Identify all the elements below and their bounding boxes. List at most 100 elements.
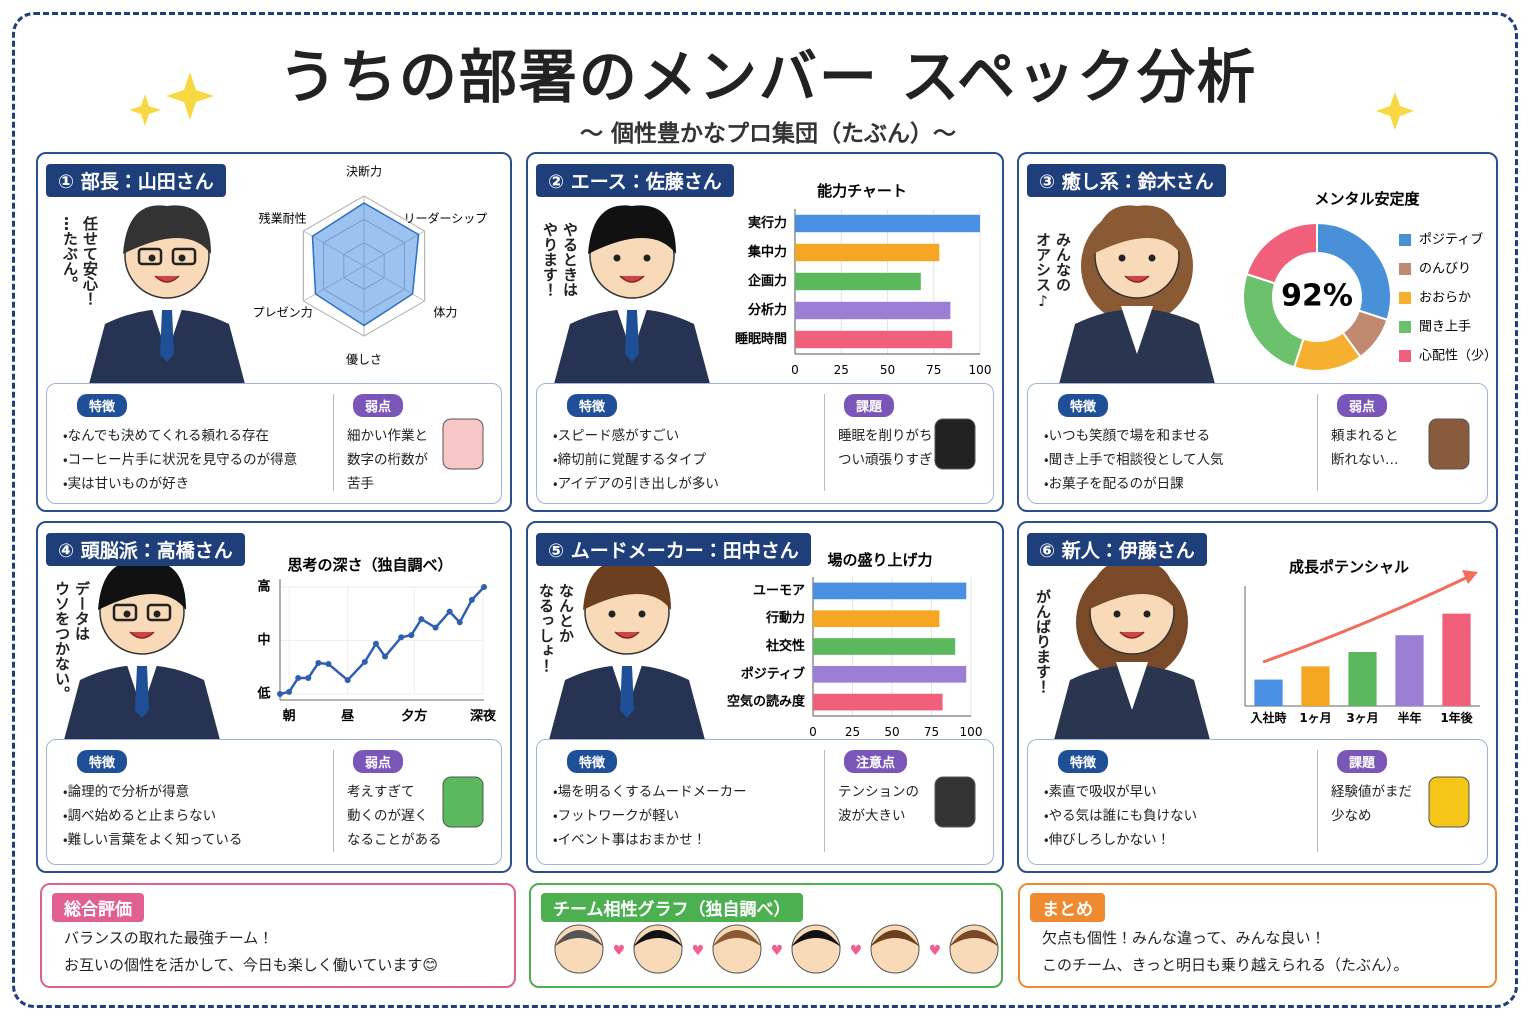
radar-label: リーダーシップ	[404, 211, 488, 226]
feature-label: 特徴	[77, 750, 128, 773]
legend-swatch	[1399, 321, 1411, 333]
chart-title: 成長ポテンシャル	[1289, 558, 1409, 576]
bar	[1395, 635, 1424, 706]
face-hair	[633, 930, 683, 947]
footer-line: このチーム、きっと明日も乗り越えられる（たぶん）。	[1042, 956, 1409, 974]
speech: なんとか なるっしょ！	[536, 583, 576, 673]
y-tick-label: 高	[257, 579, 270, 595]
point	[372, 640, 379, 647]
y-tick-label: 実行力	[748, 215, 787, 231]
info-panel: 特徴 ・場を明るくするムードメーカー ・フットワークが軽い ・イベント事はおまかせ！ 注…	[536, 739, 994, 865]
divider	[333, 750, 334, 852]
badge: ① 部長：山田さん	[46, 164, 226, 197]
note-item: 波が大きい	[838, 808, 906, 824]
x-tick-label: 100	[969, 363, 992, 377]
shirt	[1116, 662, 1148, 710]
speech-line: みんなの	[1054, 232, 1072, 292]
feature-label: 特徴	[1058, 394, 1109, 417]
icon-shape	[934, 776, 976, 828]
heart: ♥	[613, 943, 626, 959]
point	[408, 632, 415, 639]
hair	[588, 205, 676, 254]
legend-swatch	[1399, 263, 1411, 275]
badge: ⑤ ムードメーカー：田中さん	[536, 533, 811, 566]
note-item: 苦手	[347, 476, 374, 492]
point	[305, 674, 312, 681]
y-tick-label: 社交性	[765, 638, 805, 654]
x-tick-label: 25	[845, 725, 860, 739]
eye	[608, 610, 616, 618]
donut-center: 92%	[1281, 279, 1353, 314]
eye	[1113, 610, 1121, 618]
divider	[824, 394, 825, 491]
eye	[1118, 254, 1126, 262]
face-hair	[712, 930, 762, 947]
speech-line: やるときは	[561, 222, 579, 297]
speech-line: なるっしょ！	[537, 583, 555, 673]
icon-shape	[1428, 418, 1470, 469]
tie	[160, 310, 174, 362]
note-item: 動くのが遅く	[347, 808, 428, 824]
trend-arrow	[1262, 574, 1471, 664]
note-item: 頼まれると	[1331, 428, 1399, 444]
x-tick-label: 0	[809, 725, 817, 739]
eye	[638, 610, 646, 618]
y-tick-label: 行動力	[765, 610, 805, 626]
y-tick-label: ポジティブ	[741, 666, 805, 682]
chart-title: 場の盛り上げ力	[827, 551, 932, 569]
point	[277, 691, 283, 697]
hair	[98, 561, 186, 610]
point	[432, 624, 439, 631]
feature-item: ・伸びしろしかない！	[1044, 832, 1171, 848]
feature-item: ・聞き上手で相談役として人気	[1044, 452, 1224, 468]
feature-item: ・お菓子を配るのが日課	[1044, 476, 1184, 492]
subtitle: 〜 個性豊かなプロ集団（たぶん）〜	[579, 121, 956, 147]
info-panel: 特徴 ・スピード感がすごい ・締切前に覚醒するタイプ ・アイデアの引き出しが多い 課題睡…	[536, 383, 994, 504]
speech: やるときは やります！	[540, 222, 580, 297]
sparkle-group	[129, 72, 1414, 130]
feature-item: ・難しい言葉をよく知っている	[63, 832, 243, 848]
speech-line: なんとか	[557, 583, 575, 643]
y-tick-label: 中	[257, 632, 270, 648]
bar	[1442, 613, 1471, 706]
legend-label: のんびり	[1419, 262, 1471, 277]
icon-shape	[1428, 776, 1470, 828]
eye	[123, 610, 131, 618]
hair	[1093, 205, 1181, 254]
note-item: 細かい作業と	[347, 428, 428, 444]
member-card: 思考の深さ（独自調べ） 低 中 高朝 昼 夕方 深夜 ④ 頭脳派：高橋さん データは ウソをつかな…	[36, 521, 512, 873]
mouth	[154, 275, 180, 283]
member-card: 場の盛り上げ力 0 25 50 75 100 ユーモア 行動力 社交性 ポジティブ 空気の読み度 ⑤ …	[526, 521, 1004, 873]
note-icon	[442, 776, 484, 828]
radar-label: 決断力	[346, 165, 382, 179]
card-graphics: 思考の深さ（独自調べ） 低 中 高朝 昼 夕方 深夜	[64, 556, 497, 740]
feature-item: ・締切前に覚醒するタイプ	[553, 452, 707, 468]
glasses	[171, 247, 197, 266]
note-item: 経験値がまだ	[1331, 784, 1412, 800]
speech: がんばります！	[1033, 589, 1053, 694]
note-item: 考えすぎて	[347, 784, 415, 800]
glasses	[112, 603, 138, 622]
y-tick-label: ユーモア	[753, 583, 805, 598]
mouth	[1124, 275, 1150, 283]
x-tick-label: 50	[880, 363, 895, 377]
point	[481, 584, 487, 590]
eye	[153, 610, 161, 618]
chart-title: 能力チャート	[817, 182, 907, 200]
legend-label: ポジティブ	[1419, 232, 1483, 248]
eye	[148, 254, 156, 262]
feature-label: 特徴	[1058, 750, 1109, 773]
x-tick-label: 半年	[1397, 710, 1421, 725]
footer-line: バランスの取れた最強チーム！	[64, 929, 274, 947]
radar-label: 残業耐性	[259, 212, 307, 226]
x-tick-label: 3ヶ月	[1346, 711, 1378, 725]
bar	[795, 214, 980, 233]
point	[295, 674, 302, 681]
title: うちの部署のメンバー スペック分析	[278, 43, 1258, 111]
feature-item: ・アイデアの引き出しが多い	[553, 476, 719, 492]
y-tick-label: 分析力	[747, 302, 787, 318]
footer-box: まとめ 欠点も個性！みんな違って、みんな良い！ このチーム、きっと明日も乗り越えられ…	[1018, 883, 1497, 988]
